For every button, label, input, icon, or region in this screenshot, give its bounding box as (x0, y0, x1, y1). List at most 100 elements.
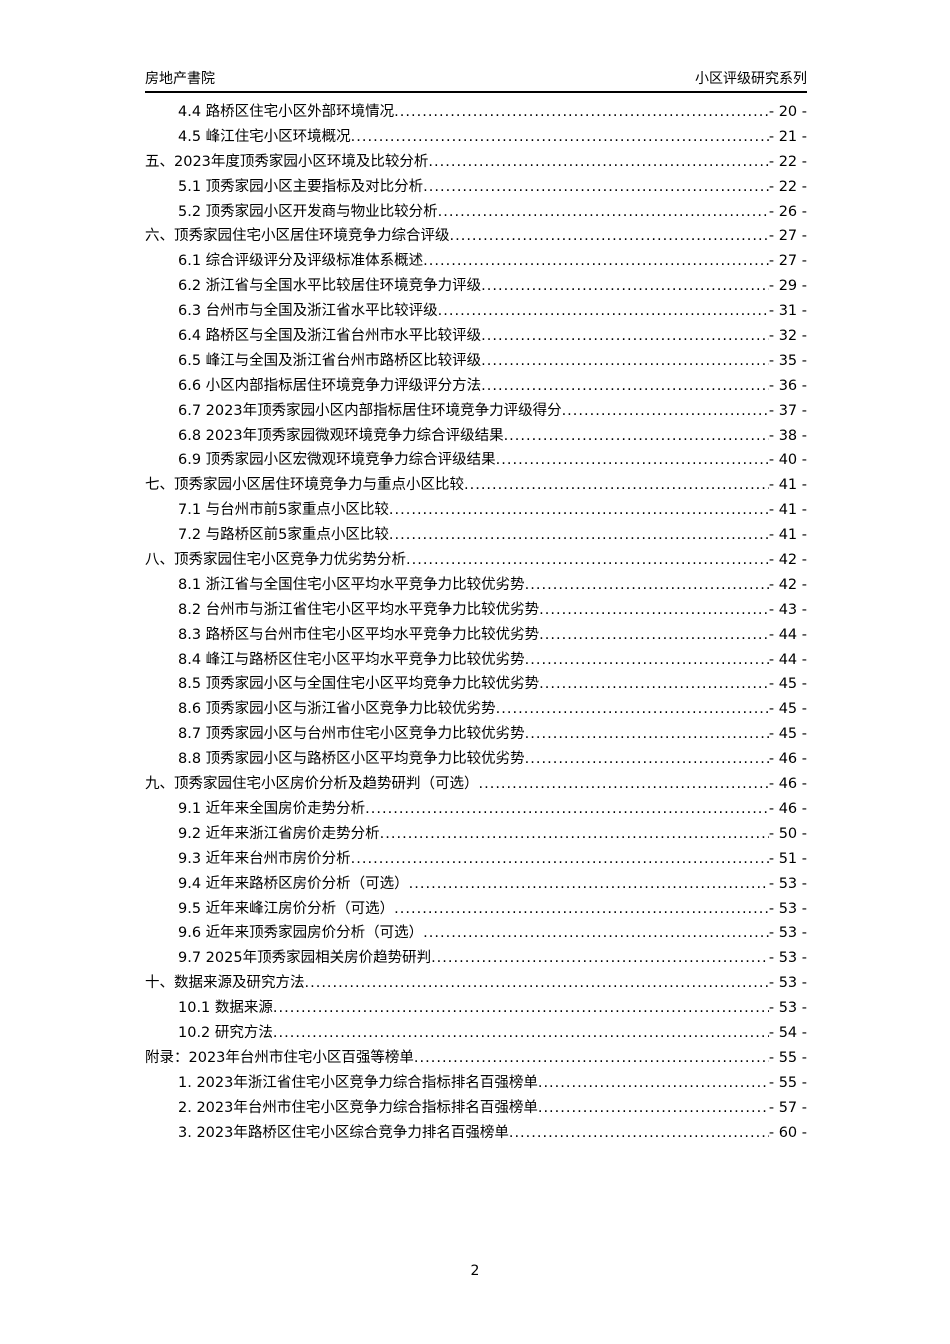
toc-entry-title: 2. 2023年台州市住宅小区竞争力综合指标排名百强榜单 (178, 1099, 538, 1116)
toc-entry[interactable]: 八、顶秀家园住宅小区竞争力优劣势分析 - 42 - (145, 548, 807, 573)
toc-entry[interactable]: 6.4 路桥区与全国及浙江省台州市水平比较评级 - 32 - (145, 324, 807, 349)
toc-entry-page: - 55 - (768, 1074, 807, 1091)
dot-leader (538, 1100, 769, 1116)
toc-entry[interactable]: 6.5 峰江与全国及浙江省台州市路桥区比较评级 - 35 - (145, 349, 807, 374)
toc-entry-title: 8.3 路桥区与台州市住宅小区平均水平竞争力比较优劣势 (178, 626, 540, 643)
toc-entry[interactable]: 9.4 近年来路桥区房价分析（可选） - 53 - (145, 872, 807, 897)
dot-leader (450, 228, 769, 244)
toc-entry-title: 7.2 与路桥区前5家重点小区比较 (178, 527, 389, 544)
toc-entry-title: 9.1 近年来全国房价走势分析 (178, 800, 366, 817)
toc-entry[interactable]: 9.7 2025年顶秀家园相关房价趋势研判 - 53 - (145, 946, 807, 971)
toc-entry-page: - 38 - (768, 427, 807, 444)
toc-entry-page: - 41 - (768, 502, 807, 519)
toc-entry-page: - 42 - (768, 576, 807, 593)
toc-entry[interactable]: 6.3 台州市与全国及浙江省水平比较评级 - 31 - (145, 299, 807, 324)
toc-entry-page: - 22 - (768, 153, 807, 170)
toc-entry-title: 8.7 顶秀家园小区与台州市住宅小区竞争力比较优劣势 (178, 726, 525, 743)
toc-entry[interactable]: 十、数据来源及研究方法 - 53 - (145, 971, 807, 996)
toc-entry[interactable]: 8.1 浙江省与全国住宅小区平均水平竞争力比较优劣势 - 42 - (145, 573, 807, 598)
toc-entry[interactable]: 9.3 近年来台州市房价分析 - 51 - (145, 847, 807, 872)
toc-entry[interactable]: 7.1 与台州市前5家重点小区比较 - 41 - (145, 498, 807, 523)
dot-leader (409, 876, 769, 892)
toc-entry[interactable]: 九、顶秀家园住宅小区房价分析及趋势研判（可选） - 46 - (145, 772, 807, 797)
toc-entry[interactable]: 9.5 近年来峰江房价分析（可选） - 53 - (145, 897, 807, 922)
toc-entry-title: 六、顶秀家园住宅小区居住环境竞争力综合评级 (145, 228, 450, 245)
toc-entry-title: 9.5 近年来峰江房价分析（可选） (178, 900, 395, 917)
dot-leader (428, 154, 768, 170)
toc-entry-title: 6.2 浙江省与全国水平比较居住环境竞争力评级 (178, 278, 482, 295)
dot-leader (423, 925, 769, 941)
toc-entry-page: - 46 - (768, 751, 807, 768)
dot-leader (539, 676, 769, 692)
toc-entry[interactable]: 6.6 小区内部指标居住环境竞争力评级评分方法 - 36 - (145, 374, 807, 399)
toc-entry[interactable]: 六、顶秀家园住宅小区居住环境竞争力综合评级 - 27 - (145, 224, 807, 249)
toc-entry[interactable]: 8.3 路桥区与台州市住宅小区平均水平竞争力比较优劣势 - 44 - (145, 623, 807, 648)
toc-entry-page: - 57 - (768, 1099, 807, 1116)
toc-entry[interactable]: 8.5 顶秀家园小区与全国住宅小区平均竞争力比较优劣势 - 45 - (145, 672, 807, 697)
toc-entry-page: - 43 - (768, 601, 807, 618)
toc-entry[interactable]: 8.6 顶秀家园小区与浙江省小区竞争力比较优劣势 - 45 - (145, 697, 807, 722)
dot-leader (525, 751, 769, 767)
toc-entry[interactable]: 6.1 综合评级评分及评级标准体系概述 - 27 - (145, 249, 807, 274)
dot-leader (423, 253, 769, 269)
dot-leader (481, 278, 769, 294)
toc-entry-page: - 41 - (768, 527, 807, 544)
toc-entry-title: 6.4 路桥区与全国及浙江省台州市水平比较评级 (178, 328, 482, 345)
toc-entry[interactable]: 6.7 2023年顶秀家园小区内部指标居住环境竞争力评级得分 - 37 - (145, 399, 807, 424)
toc-entry-page: - 53 - (768, 925, 807, 942)
toc-entry-title: 6.7 2023年顶秀家园小区内部指标居住环境竞争力评级得分 (178, 402, 562, 419)
toc-entry[interactable]: 10.2 研究方法 - 54 - (145, 1021, 807, 1046)
dot-leader (496, 701, 769, 717)
dot-leader (562, 403, 769, 419)
toc-entry-page: - 54 - (768, 1024, 807, 1041)
toc-entry-title: 6.1 综合评级评分及评级标准体系概述 (178, 253, 424, 270)
toc-entry-title: 10.1 数据来源 (178, 1000, 273, 1017)
toc-entry-page: - 41 - (768, 477, 807, 494)
toc-entry[interactable]: 10.1 数据来源 - 53 - (145, 996, 807, 1021)
toc-entry-page: - 26 - (768, 203, 807, 220)
toc-entry-title: 6.5 峰江与全国及浙江省台州市路桥区比较评级 (178, 352, 482, 369)
toc-entry[interactable]: 5.1 顶秀家园小区主要指标及对比分析 - 22 - (145, 175, 807, 200)
toc-entry-title: 8.5 顶秀家园小区与全国住宅小区平均竞争力比较优劣势 (178, 676, 540, 693)
toc-entry[interactable]: 8.4 峰江与路桥区住宅小区平均水平竞争力比较优劣势 - 44 - (145, 648, 807, 673)
toc-entry[interactable]: 3. 2023年路桥区住宅小区综合竞争力排名百强榜单 - 60 - (145, 1121, 807, 1146)
toc-entry[interactable]: 七、顶秀家园小区居住环境竞争力与重点小区比较 - 41 - (145, 473, 807, 498)
dot-leader (365, 801, 769, 817)
toc-entry[interactable]: 8.2 台州市与浙江省住宅小区平均水平竞争力比较优劣势 - 43 - (145, 598, 807, 623)
toc-entry-title: 6.3 台州市与全国及浙江省水平比较评级 (178, 303, 438, 320)
toc-entry[interactable]: 9.6 近年来顶秀家园房价分析（可选） - 53 - (145, 921, 807, 946)
toc-entry[interactable]: 五、2023年度顶秀家园小区环境及比较分析 - 22 - (145, 150, 807, 175)
dot-leader (351, 851, 769, 867)
toc-entry[interactable]: 9.1 近年来全国房价走势分析 - 46 - (145, 797, 807, 822)
toc-entry-title: 7.1 与台州市前5家重点小区比较 (178, 502, 389, 519)
toc-entry[interactable]: 2. 2023年台州市住宅小区竞争力综合指标排名百强榜单 - 57 - (145, 1096, 807, 1121)
toc-entry-title: 4.5 峰江住宅小区环境概况 (178, 128, 351, 145)
toc-entry-title: 5.1 顶秀家园小区主要指标及对比分析 (178, 178, 424, 195)
toc-entry-title: 9.4 近年来路桥区房价分析（可选） (178, 875, 409, 892)
toc-entry[interactable]: 9.2 近年来浙江省房价走势分析 - 50 - (145, 822, 807, 847)
toc-entry[interactable]: 6.2 浙江省与全国水平比较居住环境竞争力评级 - 29 - (145, 274, 807, 299)
dot-leader (464, 477, 769, 493)
toc-entry[interactable]: 4.4 路桥区住宅小区外部环境情况 - 20 - (145, 100, 807, 125)
toc-entry-title: 4.4 路桥区住宅小区外部环境情况 (178, 104, 395, 120)
toc-entry[interactable]: 7.2 与路桥区前5家重点小区比较 - 41 - (145, 523, 807, 548)
toc-entry[interactable]: 4.5 峰江住宅小区环境概况 - 21 - (145, 125, 807, 150)
toc-entry[interactable]: 6.8 2023年顶秀家园微观环境竞争力综合评级结果 - 38 - (145, 424, 807, 449)
toc-entry[interactable]: 8.8 顶秀家园小区与路桥区小区平均竞争力比较优劣势 - 46 - (145, 747, 807, 772)
toc-entry[interactable]: 1. 2023年浙江省住宅小区竞争力综合指标排名百强榜单 - 55 - (145, 1071, 807, 1096)
dot-leader (509, 1125, 769, 1141)
toc-entry-page: - 46 - (768, 800, 807, 817)
toc-entry-page: - 53 - (768, 975, 807, 992)
page-number: 2 (470, 1263, 480, 1279)
toc-entry-title: 6.8 2023年顶秀家园微观环境竞争力综合评级结果 (178, 427, 504, 444)
toc-entry-page: - 60 - (768, 1124, 807, 1141)
dot-leader (380, 826, 769, 842)
toc-entry[interactable]: 6.9 顶秀家园小区宏微观环境竞争力综合评级结果 - 40 - (145, 448, 807, 473)
toc-entry[interactable]: 8.7 顶秀家园小区与台州市住宅小区竞争力比较优劣势 - 45 - (145, 722, 807, 747)
toc-entry[interactable]: 附录：2023年台州市住宅小区百强等榜单 - 55 - (145, 1046, 807, 1071)
toc-entry-page: - 21 - (768, 128, 807, 145)
toc-entry-page: - 45 - (768, 676, 807, 693)
toc-entry-title: 七、顶秀家园小区居住环境竞争力与重点小区比较 (145, 477, 464, 494)
toc-entry-page: - 44 - (768, 626, 807, 643)
toc-entry[interactable]: 5.2 顶秀家园小区开发商与物业比较分析 - 26 - (145, 200, 807, 225)
